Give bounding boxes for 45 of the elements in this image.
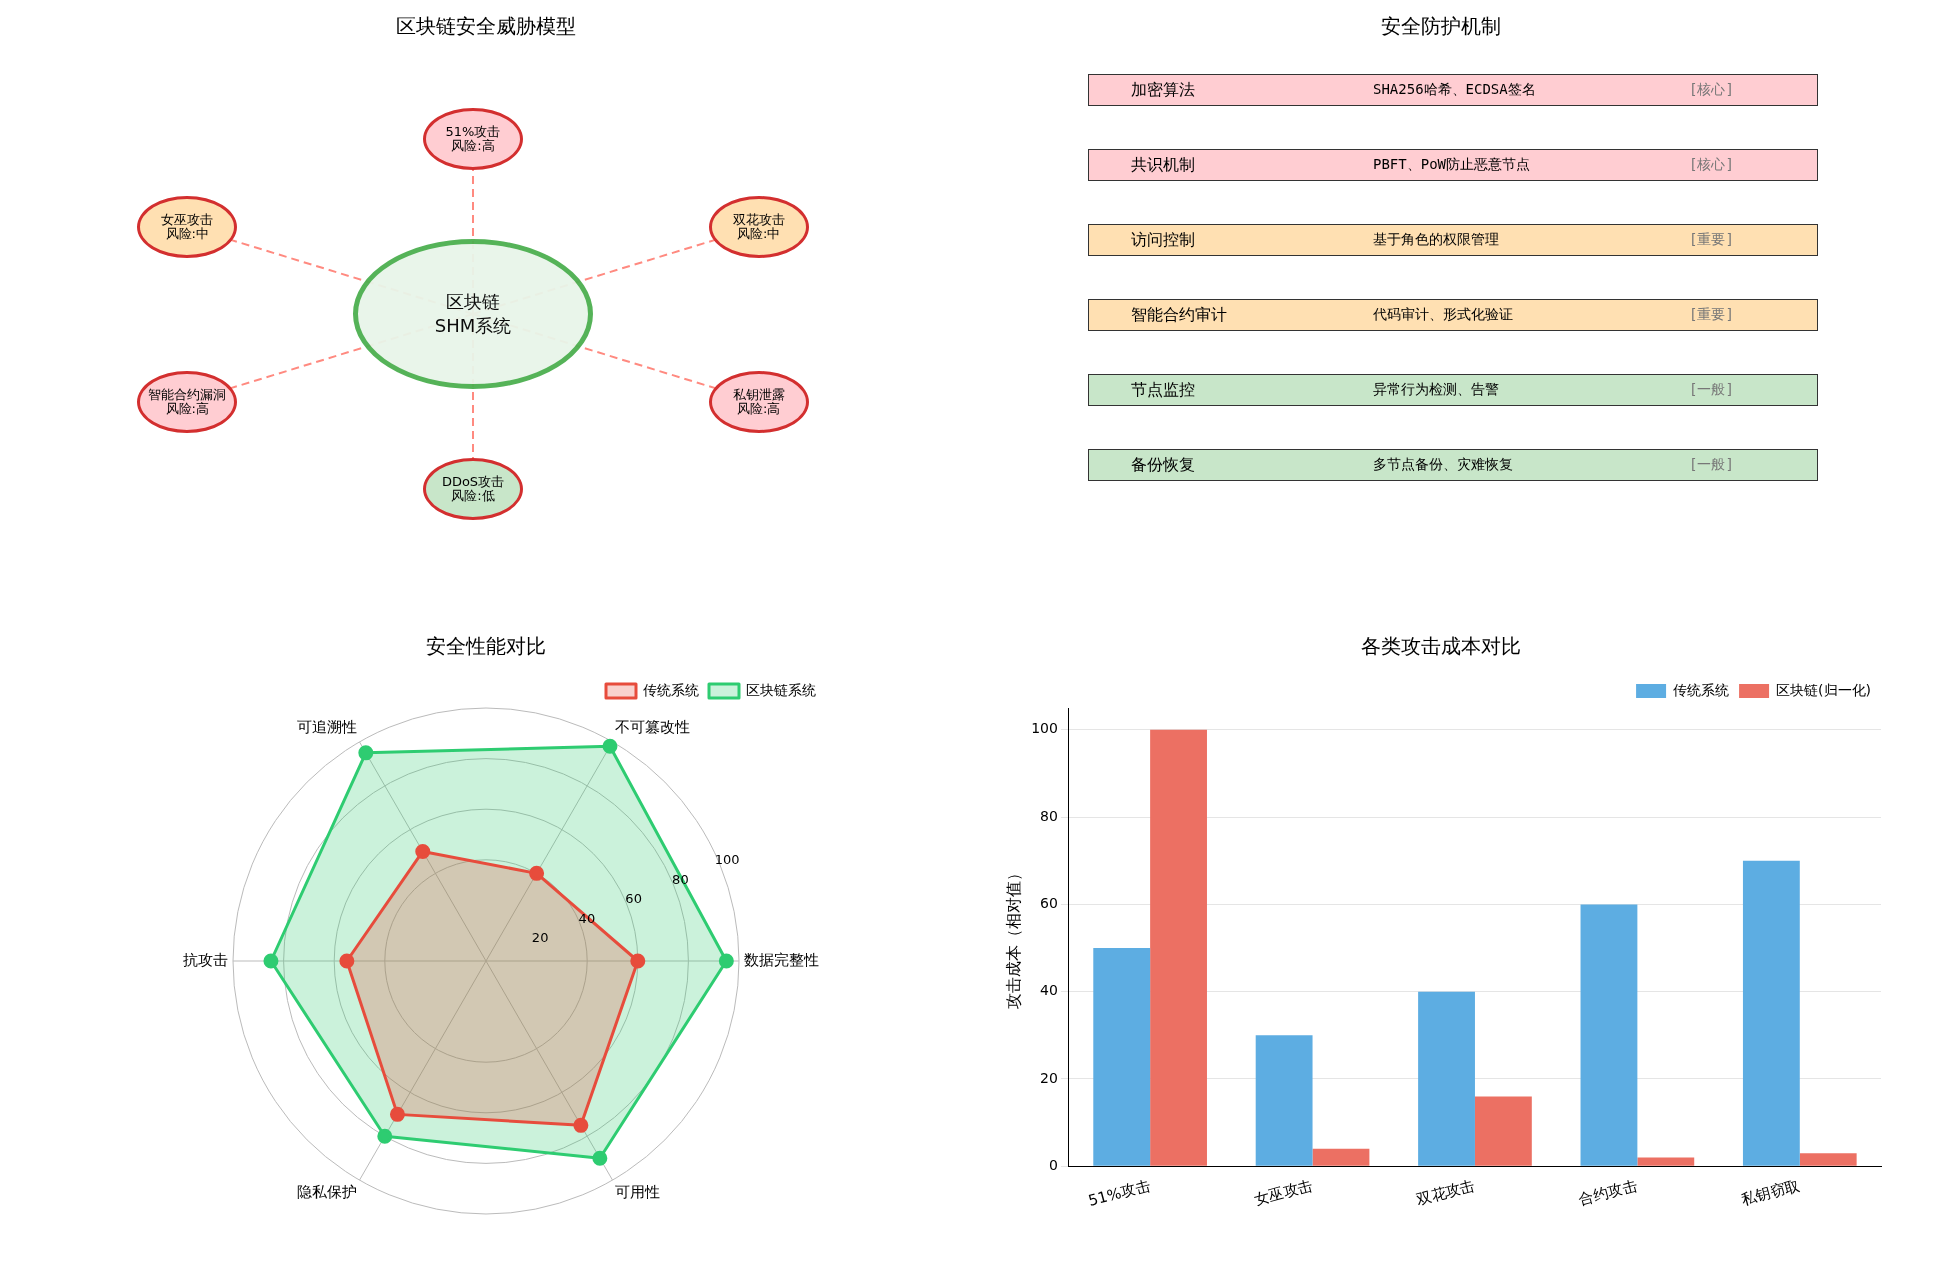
bar xyxy=(1799,1153,1857,1166)
y-tick-label: 100 xyxy=(714,852,740,868)
bar xyxy=(1417,991,1475,1166)
spoke-label: 不可篡改性 xyxy=(614,718,690,737)
spoke-label: 可用性 xyxy=(614,1183,660,1202)
x-tick-label: 51%攻击 xyxy=(1085,1176,1152,1210)
bar xyxy=(1149,729,1207,1166)
row-box: 节点监控 异常行为检测、告警 [一般] xyxy=(1088,374,1818,406)
bar xyxy=(1092,948,1150,1166)
row-box: 访问控制 基于角色的权限管理 [重要] xyxy=(1088,224,1818,256)
x-tick-label: 私钥窃取 xyxy=(1738,1176,1802,1210)
bar xyxy=(1312,1148,1369,1166)
text: 区块链安全威胁模型 xyxy=(394,13,577,40)
y-axis-title: 攻击成本（相对值） xyxy=(1003,865,1023,1010)
row-box: 智能合约审计 代码审计、形式化验证 [重要] xyxy=(1088,299,1818,331)
bar xyxy=(1742,860,1800,1166)
bar xyxy=(1580,904,1637,1166)
spoke-label: 数据完整性 xyxy=(743,950,819,969)
spoke-label: 抗攻击 xyxy=(182,950,228,969)
spoke-label: 可追溯性 xyxy=(296,718,357,737)
y-tick-label: 60 xyxy=(1039,895,1058,912)
row-box: 共识机制 PBFT、PoW防止恶意节点 [核心] xyxy=(1088,149,1818,181)
y-tick-label: 80 xyxy=(1039,807,1058,824)
y-tick-label: 20 xyxy=(1039,1069,1058,1086)
y-tick-label: 0 xyxy=(1048,1156,1058,1173)
y-tick-label: 20 xyxy=(531,929,548,945)
x-tick-label: 双花攻击 xyxy=(1413,1176,1477,1210)
bar xyxy=(1636,1157,1694,1166)
y-tick-label: 100 xyxy=(1030,720,1058,737)
legend-label: 传统系统 xyxy=(642,681,699,698)
bar xyxy=(1474,1096,1532,1166)
spoke-label: 隐私保护 xyxy=(296,1183,357,1202)
chart-title: 安全性能对比 xyxy=(424,633,547,660)
y-tick-label: 60 xyxy=(624,891,642,907)
legend-label: 区块链(归一化) xyxy=(1775,681,1871,698)
x-tick-label: 女巫攻击 xyxy=(1251,1176,1315,1210)
chart-title: 各类攻击成本对比 xyxy=(1359,633,1522,660)
row-box: 加密算法 SHA256哈希、ECDSA签名 [核心] xyxy=(1088,74,1818,106)
bar xyxy=(1255,1035,1313,1166)
legend-label: 区块链系统 xyxy=(745,681,816,698)
text: 安全防护机制 xyxy=(1379,13,1502,40)
row-box: 备份恢复 多节点备份、灾难恢复 [一般] xyxy=(1088,449,1818,481)
x-tick-label: 合约攻击 xyxy=(1576,1176,1639,1210)
y-tick-label: 40 xyxy=(1039,982,1058,999)
legend-label: 传统系统 xyxy=(1672,681,1729,698)
